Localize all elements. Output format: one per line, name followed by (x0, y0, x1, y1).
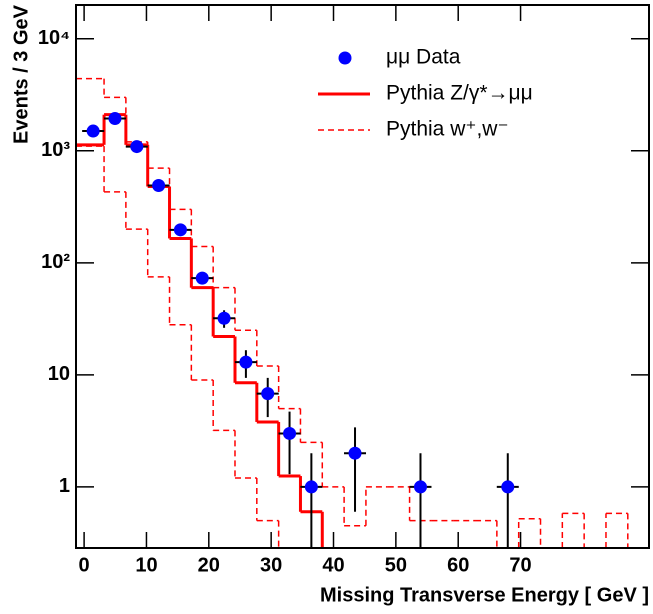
data-point (261, 387, 275, 401)
plot-area (76, 77, 629, 548)
data-point (283, 426, 297, 440)
x-tick-label: 70 (509, 554, 531, 576)
frame (75, 4, 650, 549)
x-tick-label: 40 (322, 554, 344, 576)
data-point (152, 178, 166, 192)
data-point (195, 271, 209, 285)
data-point (173, 223, 187, 237)
x-tick-label: 60 (447, 554, 469, 576)
x-tick-label: 50 (385, 554, 407, 576)
data-point (304, 480, 318, 494)
y-axis-title: Events / 3 GeV (10, 4, 32, 144)
data-point (413, 480, 427, 494)
y-tick-label: 1 (59, 475, 70, 497)
data-point (348, 446, 362, 460)
data-point (108, 112, 122, 126)
y-tick-label: 10 (48, 363, 70, 385)
data-point (239, 355, 253, 369)
y-tick-label: 10² (41, 251, 70, 273)
data-point (86, 124, 100, 138)
data-point (217, 311, 231, 325)
y-tick-label: 10³ (41, 139, 70, 161)
x-axis-title: Missing Transverse Energy [ GeV ] (320, 584, 649, 606)
legend-label: μμ Data (386, 46, 461, 69)
legend-label: Pythia w⁺,w⁻ (386, 118, 509, 141)
x-tick-label: 20 (198, 554, 220, 576)
y-tick-label: 10⁴ (38, 27, 70, 49)
x-tick-label: 0 (79, 554, 90, 576)
data-point (130, 140, 144, 154)
legend-marker (338, 51, 352, 65)
data-point (501, 480, 515, 494)
legend-label: Pythia Z/γ*→μμ (386, 82, 533, 105)
x-tick-label: 30 (260, 554, 282, 576)
x-tick-label: 10 (135, 554, 157, 576)
